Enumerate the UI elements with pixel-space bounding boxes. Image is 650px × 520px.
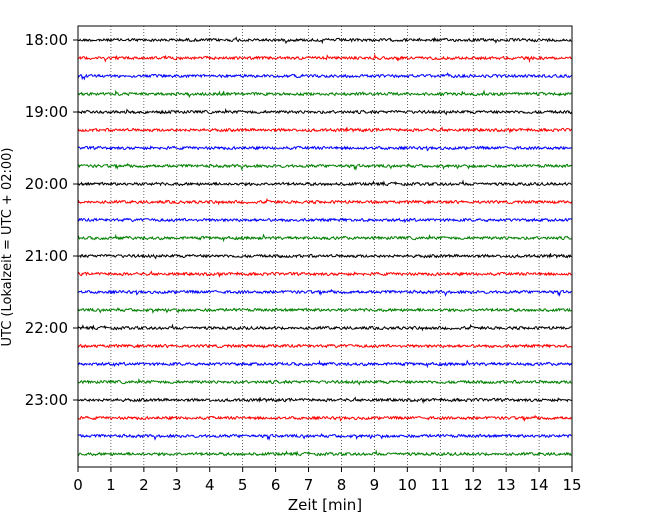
- x-tick-label-8: 8: [337, 476, 347, 494]
- y-tick-label-0: 18:00: [25, 31, 68, 49]
- trace-17: [77, 323, 572, 332]
- trace-24: [77, 449, 572, 457]
- y-tick-label-3: 21:00: [25, 247, 68, 265]
- trace-18: [77, 343, 572, 349]
- x-tick-label-2: 2: [139, 476, 149, 494]
- y-axis-ticks: 18:00 19:00 20:00 21:00 22:00 23:00: [25, 31, 78, 409]
- trace-3: [77, 72, 572, 81]
- trace-2: [77, 53, 572, 64]
- x-tick-label-6: 6: [271, 476, 281, 494]
- trace-11: [77, 217, 572, 224]
- x-tick-label-11: 11: [431, 476, 450, 494]
- trace-5: [77, 107, 572, 116]
- trace-7: [77, 145, 572, 152]
- x-tick-label-4: 4: [205, 476, 215, 494]
- x-tick-label-0: 0: [73, 476, 83, 494]
- trace-14: [77, 270, 572, 278]
- trace-21: [77, 396, 572, 404]
- trace-23: [77, 433, 572, 442]
- trace-22: [77, 414, 572, 422]
- x-tick-label-3: 3: [172, 476, 182, 494]
- x-tick-label-10: 10: [398, 476, 417, 494]
- trace-8: [77, 162, 572, 172]
- x-tick-label-7: 7: [304, 476, 314, 494]
- x-tick-label-15: 15: [562, 476, 581, 494]
- trace-10: [77, 197, 572, 206]
- seismogram-traces: [77, 36, 572, 457]
- y-tick-label-4: 22:00: [25, 319, 68, 337]
- x-tick-label-9: 9: [370, 476, 380, 494]
- trace-19: [77, 359, 572, 369]
- x-tick-label-13: 13: [497, 476, 516, 494]
- trace-6: [77, 126, 572, 134]
- y-tick-label-2: 20:00: [25, 175, 68, 193]
- x-axis-ticks: 0 1 2 3 4 5 6 7 8 9 10 11 12 13 14 15: [73, 467, 582, 494]
- trace-9: [77, 179, 572, 187]
- x-tick-label-12: 12: [464, 476, 483, 494]
- y-tick-label-5: 23:00: [25, 391, 68, 409]
- plot-frame: [77, 25, 573, 468]
- trace-4: [77, 89, 572, 99]
- y-tick-label-1: 19:00: [25, 103, 68, 121]
- x-tick-label-14: 14: [530, 476, 549, 494]
- x-axis-label: Zeit [min]: [288, 496, 362, 514]
- trace-16: [77, 307, 572, 315]
- x-tick-label-1: 1: [106, 476, 116, 494]
- x-tick-label-5: 5: [238, 476, 248, 494]
- trace-13: [77, 253, 572, 260]
- trace-1: [77, 36, 572, 45]
- y-axis-label: UTC (Lokalzeit = UTC + 02:00): [0, 148, 15, 347]
- trace-15: [77, 288, 572, 298]
- trace-12: [77, 233, 572, 243]
- trace-20: [77, 377, 572, 386]
